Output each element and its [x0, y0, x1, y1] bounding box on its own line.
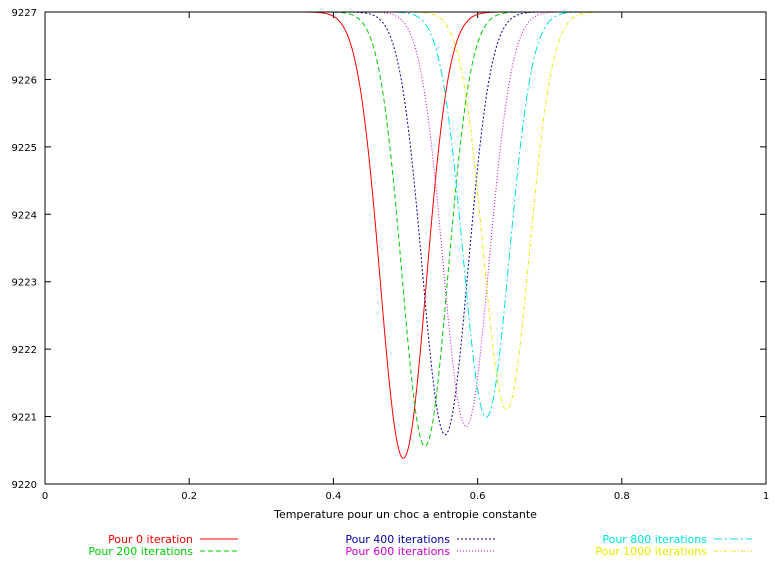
series-line-4 [45, 11, 766, 418]
x-tick-label: 0.8 [614, 491, 630, 502]
x-axis-ticks: 0 0.2 0.4 0.6 0.8 1 [42, 12, 769, 502]
y-tick-label: 9224 [12, 210, 37, 221]
x-tick-label: 0.6 [470, 491, 486, 502]
series-line-3 [45, 11, 766, 428]
x-tick-label: 0.2 [181, 491, 197, 502]
legend-label-2: Pour 400 iterations [345, 533, 450, 546]
legend-label-1: Pour 200 iterations [88, 545, 193, 558]
y-tick-label: 9227 [12, 8, 37, 19]
legend-label-0: Pour 0 iteration [108, 533, 193, 546]
x-tick-label: 0 [42, 491, 48, 502]
y-tick-label: 9226 [12, 75, 37, 86]
x-tick-label: 0.4 [325, 491, 341, 502]
series-line-2 [45, 11, 766, 436]
series-line-5 [45, 11, 766, 411]
y-tick-label: 9223 [12, 278, 37, 289]
y-tick-label: 9222 [12, 345, 37, 356]
series-lines [45, 11, 766, 459]
legend-label-4: Pour 800 iterations [602, 533, 707, 546]
y-tick-label: 9225 [12, 143, 37, 154]
y-tick-label: 9220 [12, 480, 37, 491]
legend-label-3: Pour 600 iterations [345, 545, 450, 558]
x-tick-label: 1 [763, 491, 769, 502]
series-line-0 [45, 11, 766, 459]
y-axis-ticks: 9220 9221 9222 9223 9224 9225 9226 9227 [12, 8, 766, 491]
y-tick-label: 9221 [12, 413, 37, 424]
series-line-1 [45, 11, 766, 447]
x-axis-label: Temperature pour un choc a entropie cons… [273, 508, 537, 521]
legend-label-5: Pour 1000 iterations [595, 545, 707, 558]
plot-area-frame [44, 11, 767, 485]
